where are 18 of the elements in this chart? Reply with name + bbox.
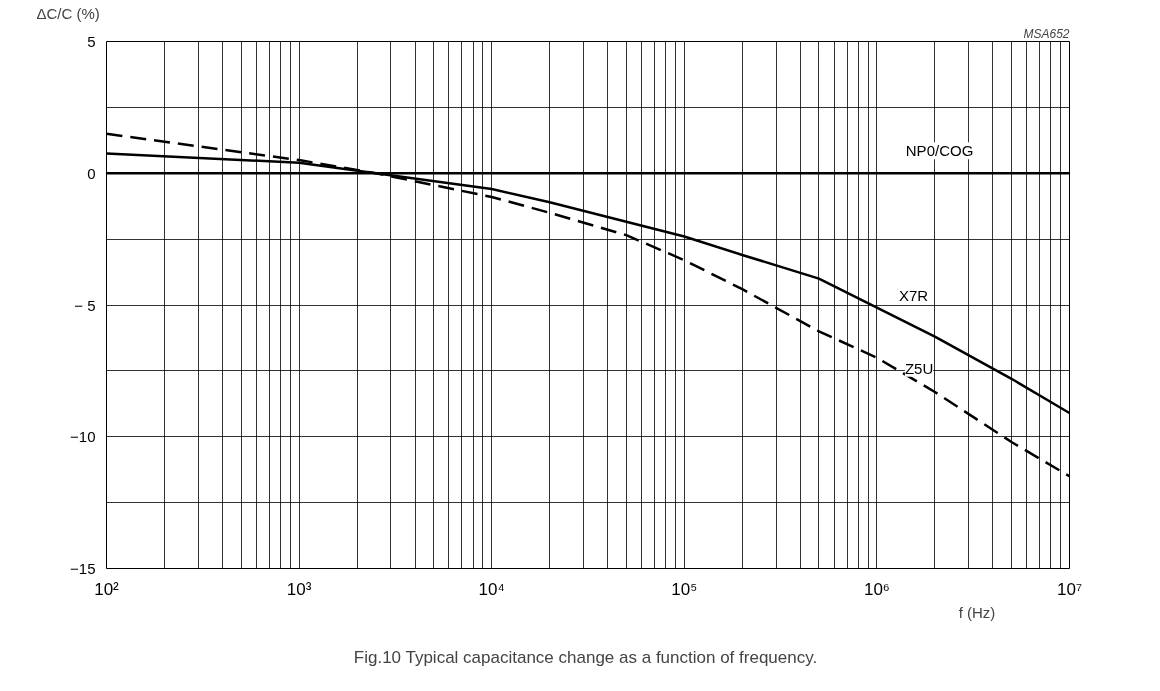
x-tick-label: 10² [94, 579, 120, 599]
y-tick-label: 5 [87, 33, 96, 50]
y-tick-label: − 5 [74, 296, 96, 314]
series-label: Z5U [904, 359, 934, 377]
y-tick-label: 0 [87, 164, 96, 182]
x-tick-label: 10⁶ [863, 579, 890, 599]
y-tick-label: −10 [70, 428, 96, 446]
x-tick-label: 10⁴ [478, 579, 505, 599]
text: Fig.10 Typical capacitance change as a function of frequency. [353, 647, 818, 667]
y-tick-label: −15 [70, 560, 96, 577]
text: MSA652 [1023, 26, 1070, 41]
x-tick-label: 10⁵ [671, 579, 698, 599]
series-label: X7R [898, 286, 929, 304]
x-axis-title: f (Hz) [958, 603, 996, 621]
series-label: NP0/COG [905, 142, 974, 160]
x-tick-label: 10³ [286, 579, 312, 599]
y-axis-title: ΔC/C (%) [36, 4, 100, 22]
x-tick-label: 10⁷ [1056, 579, 1083, 599]
